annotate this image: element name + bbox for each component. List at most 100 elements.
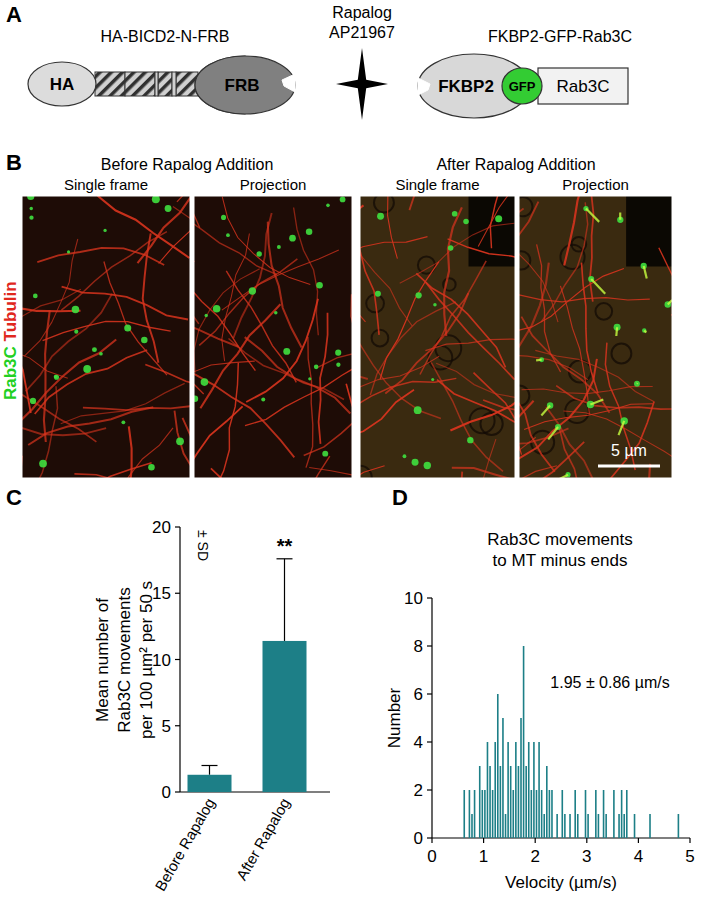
y-tick (427, 597, 432, 598)
x-tick (431, 838, 432, 843)
hist-bar (618, 814, 620, 838)
vesicle (194, 396, 198, 402)
microtubule (83, 400, 190, 410)
hist-bar (603, 790, 605, 838)
vesicle (403, 454, 407, 458)
hist-bar (487, 742, 489, 838)
vesicle (283, 348, 290, 355)
x-tick (535, 838, 536, 843)
vesicle (204, 314, 207, 317)
micrograph (360, 196, 515, 478)
hist-bar (510, 766, 512, 838)
error-bar (284, 559, 285, 641)
vesicle-track (541, 406, 550, 416)
microtubule (448, 239, 515, 268)
channel-name: Tubulin (1, 281, 20, 346)
microtubule (245, 337, 351, 413)
vesicle (424, 462, 431, 469)
vesicle (308, 377, 311, 380)
microtubule (420, 261, 486, 375)
vesicle (92, 347, 97, 352)
hist-bar (675, 838, 677, 839)
hist-bar (611, 838, 613, 839)
y-tick (175, 593, 180, 594)
microtubule (177, 196, 190, 202)
microtubule (444, 207, 462, 336)
hist-bar (644, 838, 646, 839)
axis-title: Number (385, 687, 404, 748)
microtubule (268, 222, 302, 348)
microtubule (200, 304, 280, 408)
hist-bar (585, 790, 587, 838)
vesicle (634, 381, 640, 387)
panel-b: Before Rapalog AdditionSingle frameProje… (0, 101, 712, 592)
hist-bar (536, 790, 538, 838)
hist-bar (538, 742, 540, 838)
microtubule (309, 468, 352, 478)
x-axis (432, 837, 690, 838)
y-tick (427, 693, 432, 694)
microtubule (304, 377, 352, 456)
microtubule (246, 299, 318, 402)
hist-bar (471, 814, 473, 838)
hist-bar (680, 838, 682, 839)
vesicle (415, 292, 421, 298)
microtubule (194, 316, 238, 347)
x-tick (689, 838, 690, 843)
hist-bar (494, 742, 496, 838)
hist-bar (474, 790, 476, 838)
label: HA-BICD2-N-FRB (101, 28, 230, 45)
microtubule (43, 321, 171, 340)
hist-bar (652, 838, 654, 839)
microtubule (24, 239, 78, 356)
microtubule (559, 428, 584, 478)
microtubule (474, 373, 516, 478)
tick-label: 10 (404, 589, 423, 608)
y-axis (431, 598, 432, 838)
microtubule (44, 310, 50, 442)
vesicle (412, 459, 419, 466)
tick-label: 0 (427, 847, 436, 866)
frb-domain (195, 56, 295, 114)
coiled-coil (125, 72, 155, 96)
vesicle (152, 196, 160, 203)
label: FRB (225, 76, 260, 95)
label: Single frame (395, 176, 479, 193)
hist-bar (533, 742, 535, 838)
microtubule (214, 363, 238, 478)
vesicle (316, 282, 323, 289)
axis-title: per 100 µm² per 50 s (137, 581, 156, 739)
microtubule (62, 287, 188, 320)
vesicle (495, 215, 502, 222)
hist-bar (636, 838, 638, 839)
vesicle (54, 375, 59, 380)
fkbp2-notch (418, 78, 430, 95)
hist-bar (580, 838, 582, 839)
hist-bar (569, 814, 571, 838)
hist-bar (598, 814, 600, 838)
microtubule (360, 325, 368, 380)
label: Before Rapalog Addition (101, 156, 274, 173)
panel-a: HA-BICD2-N-FRBHAFRBRapalogAP21967FKBP2-G… (28, 4, 632, 120)
microtubule (194, 374, 294, 457)
image-bg (22, 196, 190, 478)
tick-label: 2 (414, 781, 423, 800)
vesicle-track (636, 382, 639, 385)
microtubule (211, 468, 308, 478)
microtubule (22, 409, 106, 435)
vesicle (124, 324, 131, 331)
microtubule (519, 428, 569, 456)
hist-bar (634, 814, 636, 838)
hist-bar (520, 718, 522, 838)
microtubule (360, 378, 456, 415)
vesicle (289, 235, 296, 242)
micrograph (519, 196, 672, 478)
y-tick (427, 741, 432, 742)
hist-bar (613, 790, 615, 838)
hist-bar (512, 790, 514, 838)
hist-bar (629, 838, 631, 839)
tick-label: 5 (162, 717, 171, 736)
microtubule (222, 250, 339, 310)
vesicle (257, 251, 262, 256)
hist-bar (582, 838, 584, 839)
